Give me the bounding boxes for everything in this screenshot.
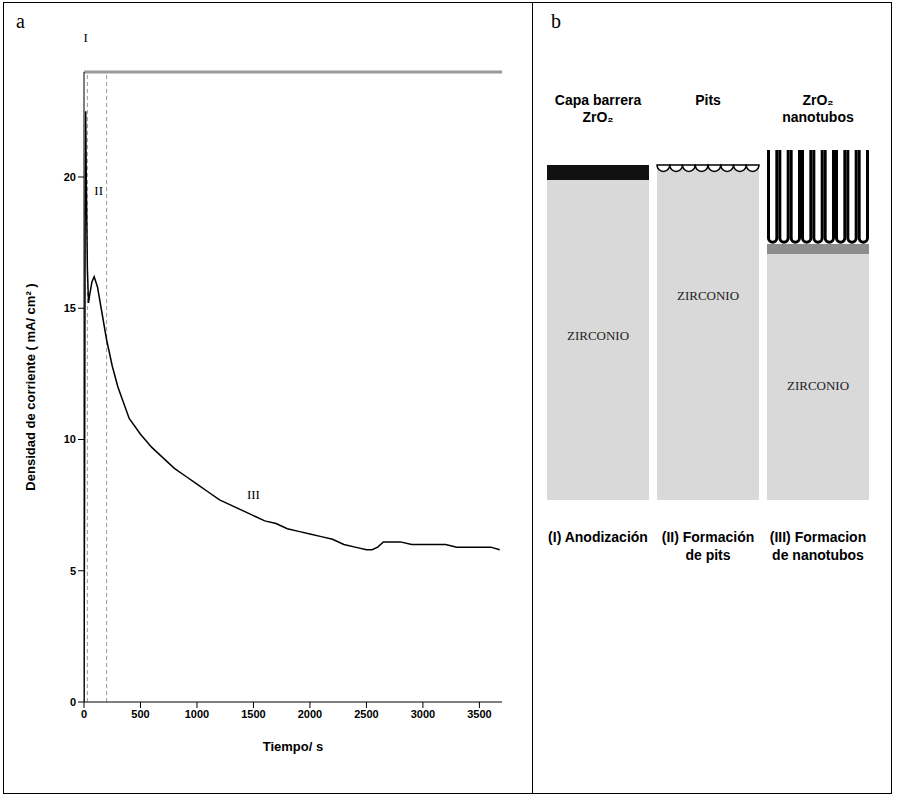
svg-text:II: II: [94, 183, 103, 198]
html-text:(II) Formación de pits: (II) Formación de pits: [661, 529, 755, 563]
svg-text:20: 20: [64, 171, 76, 183]
svg-text:ZIRCONIO: ZIRCONIO: [677, 288, 739, 303]
svg-text:2500: 2500: [354, 708, 378, 720]
svg-text:1000: 1000: [185, 708, 209, 720]
html-text:(I) Anodización: (I) Anodización: [548, 529, 648, 545]
svg-text:1500: 1500: [241, 708, 265, 720]
svg-text:Densidad de corriente ( mA/ cm: Densidad de corriente ( mA/ cm² ): [23, 283, 38, 490]
svg-text:0: 0: [81, 708, 87, 720]
svg-text:500: 500: [131, 708, 149, 720]
svg-text:I: I: [84, 30, 88, 45]
svg-text:0: 0: [70, 696, 76, 708]
svg-text:5: 5: [70, 565, 76, 577]
html-text:a: a: [16, 10, 25, 32]
svg-text:2000: 2000: [298, 708, 322, 720]
svg-text:Tiempo/ s: Tiempo/ s: [263, 739, 323, 754]
svg-text:15: 15: [64, 302, 76, 314]
svg-text:10: 10: [64, 433, 76, 445]
html-text:Capa barrera ZrO₂: Capa barrera ZrO₂: [554, 92, 642, 125]
svg-text:III: III: [247, 487, 260, 502]
html-text:Pits: Pits: [695, 92, 721, 108]
svg-text:3000: 3000: [411, 708, 435, 720]
html-text:b: b: [551, 10, 561, 32]
svg-text:3500: 3500: [467, 708, 491, 720]
html-text:ZrO₂ nanotubos: ZrO₂ nanotubos: [782, 92, 854, 125]
html-text:(III) Formacion de nanotubos: (III) Formacion de nanotubos: [769, 529, 867, 563]
svg-text:ZIRCONIO: ZIRCONIO: [567, 328, 629, 343]
svg-text:ZIRCONIO: ZIRCONIO: [787, 378, 849, 393]
